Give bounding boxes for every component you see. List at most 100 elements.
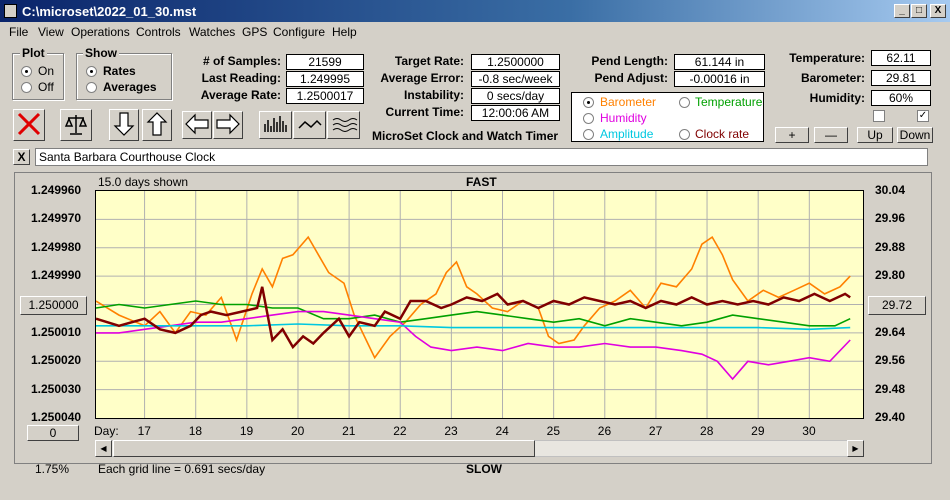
x-tick-label: 18 (188, 424, 203, 438)
target-rate-field[interactable]: 1.2500000 (471, 54, 560, 70)
x-tick-label: 26 (597, 424, 612, 438)
show-averages-radio[interactable] (86, 82, 97, 93)
average-error-label: Average Error: (380, 71, 464, 85)
clock-rate-radio[interactable] (679, 129, 690, 140)
menu-help[interactable]: Help (332, 25, 357, 39)
plus-button[interactable]: + (775, 127, 809, 143)
app-icon (4, 4, 17, 18)
menu-bar: File View Operations Controls Watches GP… (0, 22, 950, 42)
y-right-tick-label: 29.56 (875, 353, 906, 368)
menu-operations[interactable]: Operations (71, 25, 130, 39)
arrow-down-icon (113, 112, 135, 136)
scroll-thumb[interactable] (113, 440, 535, 457)
title-bar: C:\microset\2022_01_30.mst _ □ X (0, 0, 950, 22)
line-graph-button[interactable] (293, 111, 326, 139)
x-tick-label: 20 (290, 424, 305, 438)
wave-button[interactable] (327, 111, 360, 139)
temperature-series-line (96, 300, 851, 327)
window-title: C:\microset\2022_01_30.mst (22, 4, 197, 19)
balance-button[interactable] (60, 109, 92, 141)
days-shown-label: 15.0 days shown (98, 175, 189, 189)
instability-label: Instability: (403, 88, 464, 102)
humidity-field: 60% (871, 90, 931, 106)
arrow-up-icon (146, 112, 168, 136)
amplitude-option-label: Amplitude (600, 127, 654, 141)
watch-close-button[interactable]: X (13, 149, 30, 165)
arrow-left-icon (185, 113, 209, 135)
close-button[interactable]: X (930, 4, 946, 18)
y-left-tick-label: 1.249990 (31, 268, 82, 283)
clock-rate-series-line (96, 286, 851, 350)
watch-name-field[interactable]: Santa Barbara Courthouse Clock (35, 148, 928, 166)
down-button[interactable]: Down (897, 127, 933, 143)
current-time-label: Current Time: (385, 105, 464, 119)
y-left-tick-label: 1.249980 (31, 239, 82, 254)
x-tick-label: 30 (802, 424, 816, 438)
plot-off-radio[interactable] (21, 82, 32, 93)
x-tick-label: 19 (239, 424, 254, 438)
temperature-radio[interactable] (679, 97, 690, 108)
humidity-label: Humidity: (809, 91, 865, 105)
maximize-button[interactable]: □ (911, 4, 927, 18)
pend-length-field[interactable]: 61.144 in (674, 54, 765, 70)
x-tick-label: 27 (648, 424, 663, 438)
last-reading-label: Last Reading: (201, 71, 281, 85)
minus-button[interactable]: — (814, 127, 848, 143)
plot-on-radio[interactable] (21, 66, 32, 77)
menu-watches[interactable]: Watches (189, 25, 236, 39)
menu-view[interactable]: View (38, 25, 64, 39)
show-rates-label: Rates (103, 64, 136, 78)
show-rates-radio[interactable] (86, 66, 97, 77)
scroll-right-button[interactable]: ▶ (847, 440, 864, 457)
humidity-radio[interactable] (583, 113, 594, 124)
samples-label: # of Samples: (202, 54, 281, 68)
scroll-left-button[interactable]: ◀ (95, 440, 112, 457)
menu-configure[interactable]: Configure (273, 25, 326, 39)
arrow-down-button[interactable] (109, 109, 139, 141)
up-button[interactable]: Up (857, 127, 893, 143)
x-tick-label: 21 (342, 424, 356, 438)
offset-box[interactable]: 0 (27, 425, 79, 441)
menu-file[interactable]: File (9, 25, 29, 39)
y-right-tick-label: 29.64 (875, 324, 906, 339)
arrow-up-button[interactable] (142, 109, 172, 141)
baro-center-box[interactable]: 29.72 (868, 296, 926, 315)
checkbox-1[interactable] (873, 110, 885, 122)
target-rate-label: Target Rate: (394, 54, 464, 68)
plot-on-label: On (38, 64, 55, 78)
amplitude-radio[interactable] (583, 129, 594, 140)
x-tick-label: 28 (700, 424, 714, 438)
x-tick-label: 22 (393, 424, 407, 438)
temperature-option-label: Temperature (695, 95, 763, 109)
menu-gps[interactable]: GPS (242, 25, 268, 39)
barometer-field: 29.81 (871, 70, 931, 86)
arrow-right-button[interactable] (213, 111, 243, 139)
pend-adjust-label: Pend Adjust: (594, 71, 668, 85)
stop-x-button[interactable] (13, 109, 45, 141)
barometer-radio[interactable] (583, 97, 594, 108)
rate-center-box[interactable]: 1.250000 (20, 296, 87, 315)
amplitude-series-line (96, 323, 851, 331)
arrow-right-icon (216, 113, 240, 135)
plot-off-label: Off (38, 80, 54, 94)
checkbox-2[interactable]: ✓ (917, 110, 929, 122)
show-averages-label: Averages (103, 80, 157, 94)
menu-controls[interactable]: Controls (136, 25, 181, 39)
x-tick-label: 17 (137, 424, 151, 438)
pend-length-label: Pend Length: (591, 54, 668, 68)
barometer-option-label: Barometer (600, 95, 657, 109)
arrow-left-button[interactable] (182, 111, 212, 139)
temperature-field: 62.11 (871, 50, 931, 66)
instability-field: 0 secs/day (471, 88, 560, 104)
humidity-option-label: Humidity (600, 111, 647, 125)
app-caption: MicroSet Clock and Watch Timer (372, 129, 559, 143)
barometer-label: Barometer: (800, 71, 865, 85)
slow-label: SLOW (466, 462, 502, 476)
histogram-button[interactable] (259, 111, 292, 139)
humidity-series-line (96, 310, 851, 381)
minimize-button[interactable]: _ (894, 4, 910, 18)
pend-adjust-field[interactable]: -0.00016 in (674, 71, 765, 87)
histogram-icon (263, 116, 287, 132)
barometer-series-line (96, 235, 851, 360)
y-left-tick-label: 1.250030 (31, 381, 82, 396)
